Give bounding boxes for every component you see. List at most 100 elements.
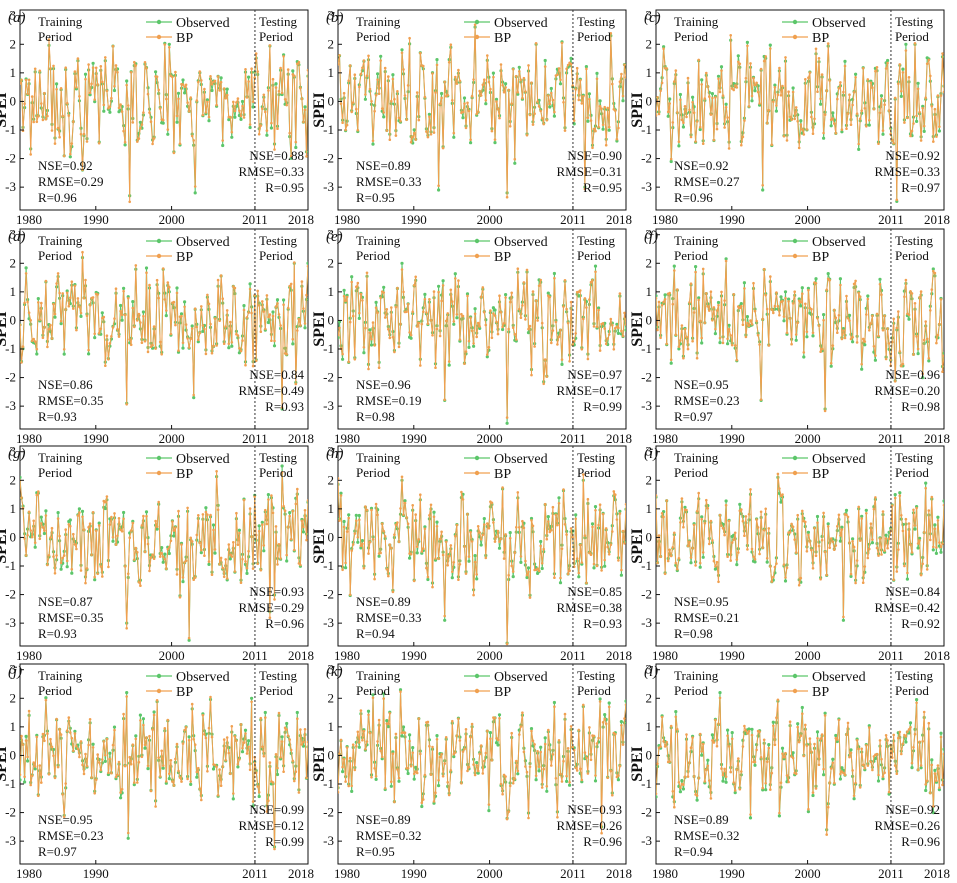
bp-point [417, 118, 421, 122]
bp-point [505, 817, 509, 821]
bp-point [680, 324, 684, 327]
bp-point [429, 319, 433, 322]
bp-point [597, 308, 600, 312]
bp-point [155, 699, 159, 702]
bp-point [935, 341, 938, 345]
bp-point [370, 508, 373, 512]
bp-point [834, 316, 838, 320]
bp-point [801, 712, 804, 715]
testing-rmse: RMSE=0.33 [875, 164, 940, 179]
bp-point [577, 571, 581, 575]
bp-point [417, 717, 421, 720]
observed-point [285, 559, 289, 563]
bp-point [351, 543, 355, 546]
x-tick-label: 1990 [719, 212, 745, 227]
bp-point [499, 782, 503, 786]
bp-point [607, 333, 611, 336]
bp-point [769, 788, 772, 791]
observed-point [193, 191, 197, 195]
bp-point [921, 107, 924, 110]
bp-point [493, 314, 497, 317]
bp-point [932, 545, 935, 549]
bp-point [483, 759, 486, 763]
bp-point [591, 146, 594, 150]
observed-point [491, 71, 495, 75]
bp-point [909, 290, 912, 293]
bp-point [875, 66, 879, 69]
bp-point [293, 261, 296, 264]
observed-point [619, 720, 624, 724]
observed-point [265, 133, 269, 137]
bp-point [123, 565, 127, 568]
bp-point [579, 767, 582, 771]
bp-point [371, 321, 375, 324]
observed-point [482, 517, 486, 521]
bp-point [23, 102, 26, 106]
observed-point [822, 313, 826, 317]
bp-point [747, 513, 751, 516]
observed-point [819, 102, 823, 106]
observed-point [904, 740, 908, 744]
bp-point [714, 96, 717, 99]
bp-point [912, 508, 915, 512]
bp-point [461, 314, 465, 318]
bp-point [128, 536, 131, 539]
bp-point [225, 577, 229, 580]
bp-point [708, 542, 711, 546]
bp-point [907, 313, 911, 317]
observed-point [44, 696, 48, 700]
bp-point [136, 781, 139, 784]
bp-point [359, 709, 363, 712]
bp-point [565, 533, 568, 536]
bp-point [233, 286, 237, 290]
bp-point [373, 109, 376, 113]
bp-point [359, 544, 363, 547]
bp-point [582, 473, 585, 476]
bp-point [58, 727, 61, 731]
bp-point [174, 323, 177, 327]
bp-point [524, 765, 527, 768]
bp-point [157, 88, 160, 92]
observed-point [450, 576, 454, 580]
observed-point [799, 304, 803, 308]
bp-point [476, 525, 480, 528]
observed-point [689, 561, 693, 565]
bp-point [20, 82, 22, 85]
bp-legend-marker [792, 253, 798, 259]
bp-point [230, 555, 234, 558]
bp-point [441, 774, 445, 778]
bp-point [338, 54, 341, 57]
bp-point [755, 81, 758, 85]
bp-point [198, 70, 202, 73]
bp-point [589, 553, 593, 556]
bp-point [353, 532, 357, 535]
bp-point [368, 540, 372, 544]
bp-point [101, 758, 104, 761]
observed-point [141, 310, 145, 314]
bp-point [753, 83, 757, 87]
bp-point [262, 310, 266, 313]
observed-point [181, 78, 185, 82]
bp-point [105, 89, 109, 93]
bp-point [566, 747, 570, 750]
observed-point [485, 355, 489, 359]
observed-point [275, 298, 280, 302]
bp-point [665, 342, 668, 346]
bp-point [942, 90, 944, 94]
bp-point [537, 284, 541, 288]
observed-point [231, 797, 235, 801]
observed-point [412, 777, 416, 781]
bp-point [890, 504, 894, 507]
bp-point [419, 752, 422, 756]
bp-point [142, 314, 145, 318]
observed-point [100, 311, 104, 315]
bp-point [560, 358, 564, 361]
bp-point [513, 777, 517, 780]
bp-point [887, 342, 891, 345]
bp-point [165, 309, 168, 312]
observed-point [257, 794, 261, 799]
y-tick-label: 2 [10, 36, 17, 51]
observed-point [718, 691, 722, 695]
panel-label: (g) [8, 446, 26, 462]
bp-point [358, 741, 361, 744]
